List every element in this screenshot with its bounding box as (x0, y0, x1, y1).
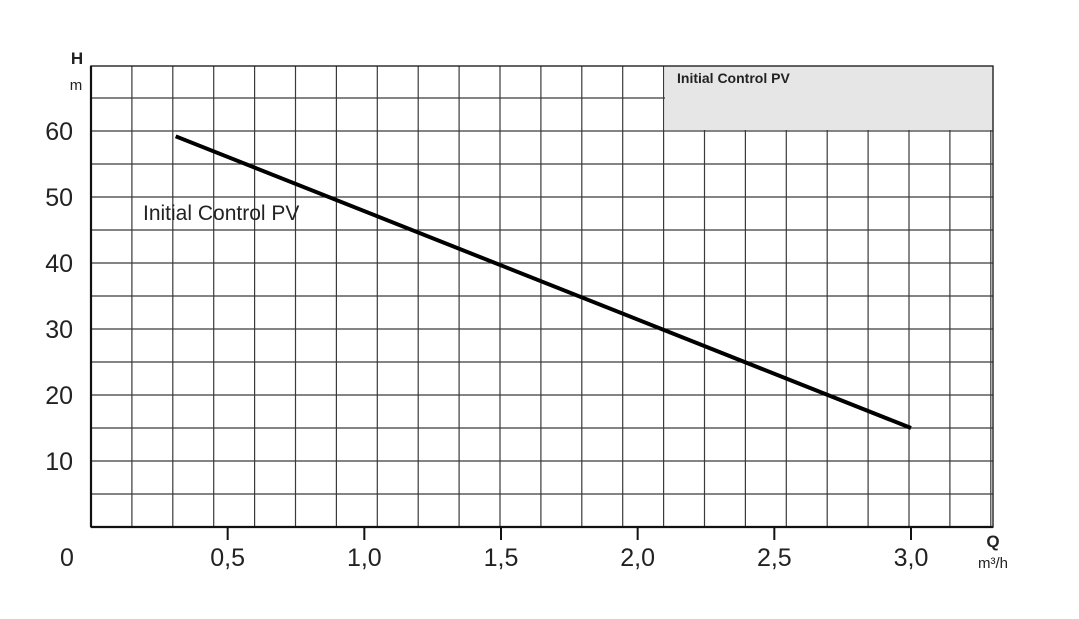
grid (91, 66, 993, 527)
legend-box (665, 66, 993, 130)
series-line (174, 134, 912, 430)
y-tick-labels: 10 20 30 40 50 60 (45, 118, 73, 476)
x-axis-unit: m³/h (978, 555, 1008, 572)
x-tick-label: 0,5 (210, 544, 245, 572)
y-axis-symbol: H (71, 49, 83, 68)
x-tick-label: 1,0 (347, 544, 382, 572)
y-tick-label: 40 (45, 250, 73, 278)
y-tick-label: 60 (45, 118, 73, 146)
x-tick-label: 2,5 (757, 544, 792, 572)
legend-entry: Initial Control PV (677, 70, 790, 86)
y-tick-label: 30 (45, 316, 73, 344)
y-tick-label: 10 (45, 448, 73, 476)
y-tick-label: 20 (45, 382, 73, 410)
y-axis-unit: m (70, 77, 83, 94)
y-tick-label: 50 (45, 184, 73, 212)
x-axis-symbol: Q (986, 532, 999, 551)
x-tick-labels: 0 0,5 1,0 1,5 2,0 2,5 3,0 (60, 527, 928, 572)
x-tick-label: 3,0 (894, 544, 929, 572)
x-tick-label: 1,5 (484, 544, 519, 572)
series (174, 134, 912, 430)
plot-frame (89, 65, 994, 529)
series-label: Initial Control PV (143, 202, 299, 225)
x-tick-label: 2,0 (620, 544, 655, 572)
x-tick-label: 0 (60, 544, 74, 572)
